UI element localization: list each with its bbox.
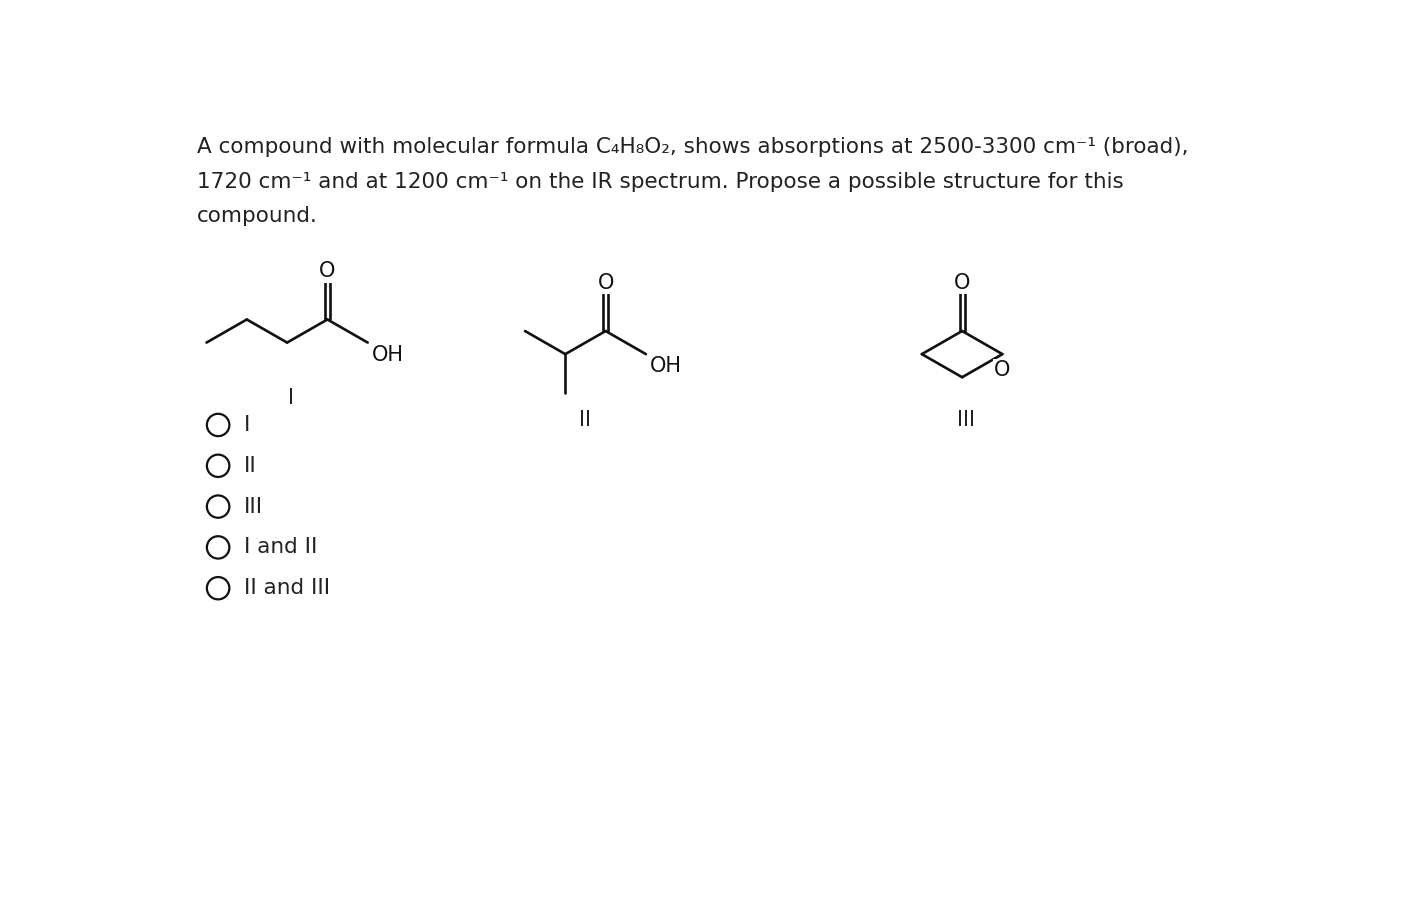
- Text: A compound with molecular formula C₄H₈O₂, shows absorptions at 2500-3300 cm⁻¹ (b: A compound with molecular formula C₄H₈O₂…: [197, 137, 1189, 157]
- Text: II: II: [244, 456, 257, 476]
- Text: O: O: [319, 261, 336, 281]
- Text: O: O: [598, 272, 614, 293]
- Text: I and II: I and II: [244, 537, 317, 558]
- Text: O: O: [994, 360, 1011, 381]
- Text: III: III: [244, 497, 263, 516]
- Text: III: III: [958, 410, 974, 429]
- Text: I: I: [244, 415, 250, 435]
- Text: 1720 cm⁻¹ and at 1200 cm⁻¹ on the IR spectrum. Propose a possible structure for : 1720 cm⁻¹ and at 1200 cm⁻¹ on the IR spe…: [197, 171, 1125, 192]
- Text: II: II: [580, 410, 591, 429]
- Text: compound.: compound.: [197, 206, 319, 226]
- Text: II and III: II and III: [244, 579, 330, 598]
- Text: O: O: [953, 272, 970, 293]
- Text: I: I: [288, 388, 293, 408]
- Text: OH: OH: [372, 345, 403, 365]
- Text: OH: OH: [650, 356, 682, 376]
